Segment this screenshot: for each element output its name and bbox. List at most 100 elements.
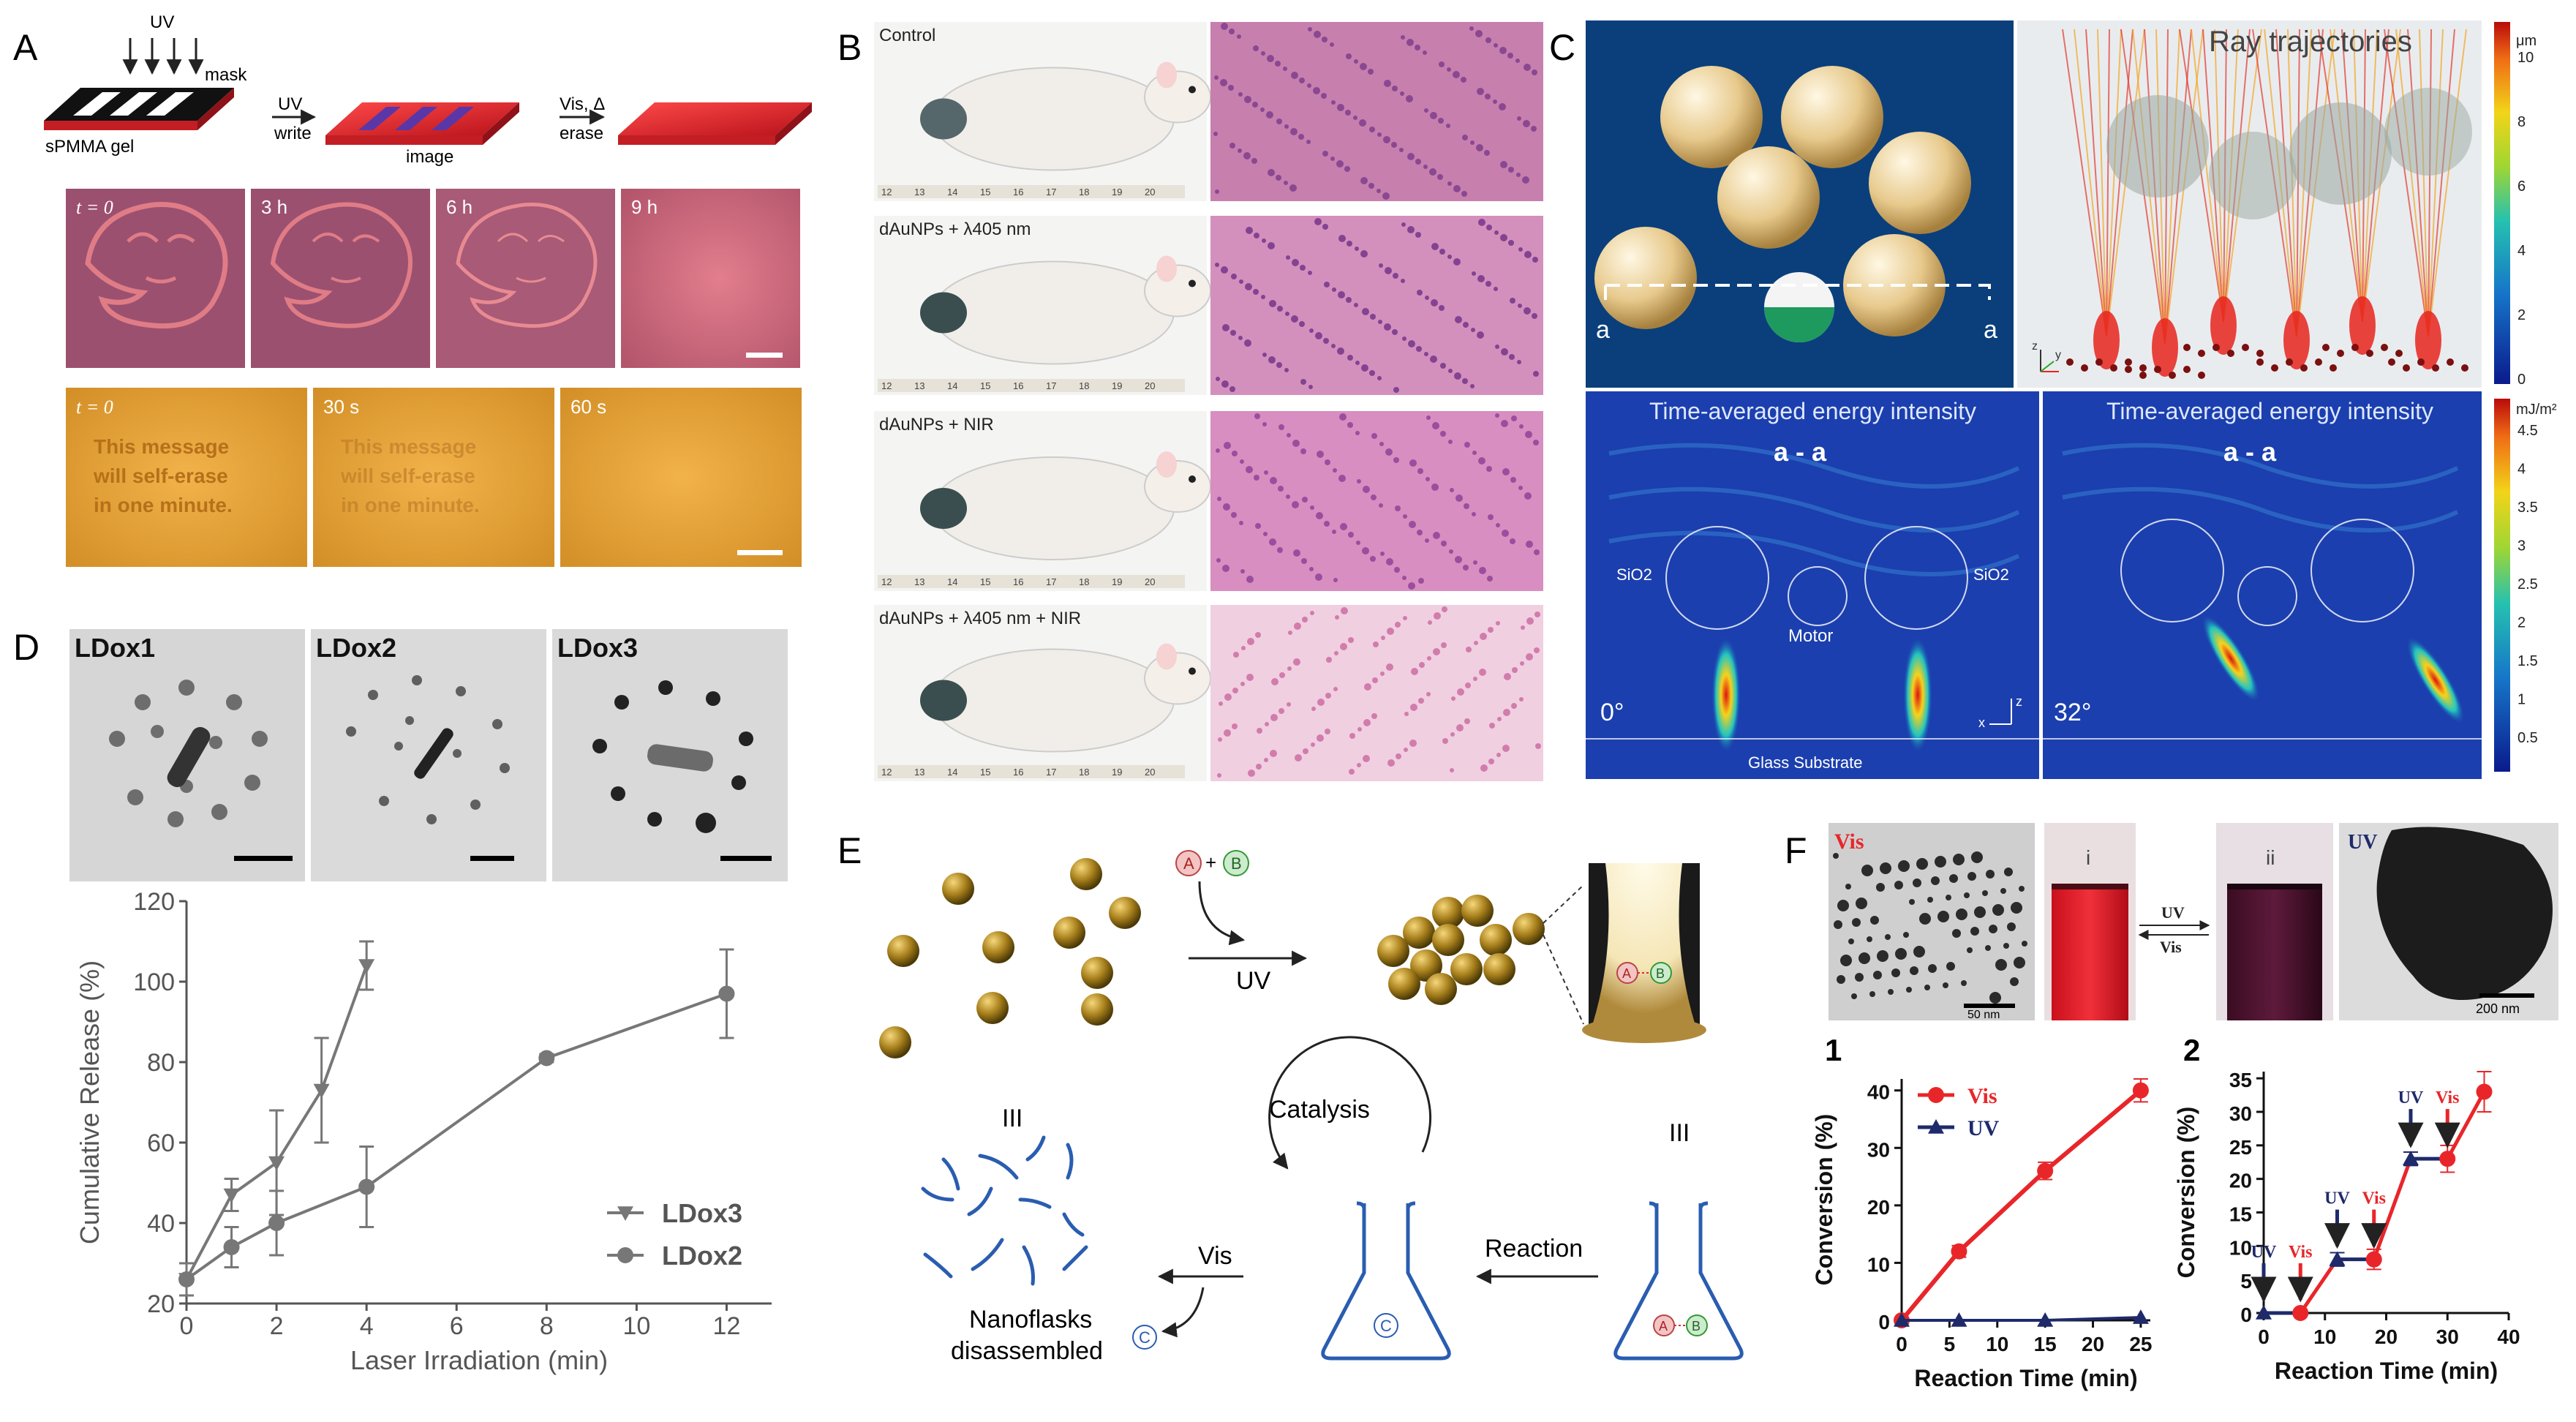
ray-impact-dot <box>2447 358 2454 366</box>
cell-nucleus <box>1526 653 1533 661</box>
cell-nucleus <box>1287 433 1291 437</box>
scale-bar <box>737 550 783 555</box>
image-label: image <box>406 147 453 167</box>
ruler-tick: 16 <box>1013 187 1023 198</box>
cell-nucleus <box>1519 697 1524 701</box>
nanoparticle <box>1964 892 1970 898</box>
cell-nucleus <box>1314 218 1322 225</box>
ray-impact-dot <box>2139 364 2147 372</box>
nanoparticle <box>2000 888 2006 894</box>
ruler-tick: 20 <box>1145 380 1155 391</box>
ray-impact-dot <box>2256 358 2264 366</box>
section-label: a <box>1984 316 1997 344</box>
cell-nucleus <box>1415 45 1420 50</box>
cell-nucleus <box>1450 488 1454 492</box>
colorbar-tick: 4 <box>2517 462 2526 478</box>
ruler-tick: 15 <box>980 576 990 587</box>
cell-nucleus <box>1499 103 1506 110</box>
legend: LDox3 LDox2 <box>607 1198 742 1271</box>
ray-impact-dot <box>2125 358 2132 366</box>
cell-nucleus <box>1400 91 1404 96</box>
cell-nucleus <box>1512 667 1518 673</box>
cell-nucleus <box>1360 63 1367 70</box>
cell-nucleus <box>1417 290 1423 296</box>
tem-label: LDox3 <box>557 633 638 663</box>
cell-nucleus <box>1340 523 1347 530</box>
cell-nucleus <box>1337 347 1344 355</box>
data-point <box>268 1215 285 1231</box>
cell-nucleus <box>1340 643 1347 650</box>
nanoparticle <box>1833 853 1839 859</box>
cell-nucleus <box>1336 160 1344 168</box>
cell-nucleus <box>1430 112 1437 119</box>
cell-nucleus <box>1439 249 1445 255</box>
panel-label-d: D <box>13 627 39 668</box>
cell-nucleus <box>1322 37 1327 42</box>
cell-nucleus <box>1476 144 1483 151</box>
ruler-tick: 12 <box>881 380 892 391</box>
cell-nucleus <box>1232 451 1238 456</box>
cell-nucleus <box>1240 682 1245 686</box>
cell-nucleus <box>1524 492 1532 500</box>
cell-nucleus <box>1311 707 1316 711</box>
ruler-tick: 13 <box>914 187 924 198</box>
ruler-tick: 20 <box>1145 576 1155 587</box>
reactant-letter: A <box>1622 966 1631 981</box>
y-tick-label: 15 <box>2229 1203 2252 1226</box>
cell-nucleus <box>1385 267 1392 274</box>
cell-nucleus <box>1508 240 1514 246</box>
cell-nucleus <box>1392 329 1398 335</box>
cell-nucleus <box>1428 620 1432 625</box>
cell-nucleus <box>1518 486 1523 490</box>
nanoparticle <box>1867 936 1872 942</box>
cell-nucleus <box>1409 459 1417 467</box>
cell-nucleus <box>1240 569 1245 573</box>
ray <box>2097 29 2107 337</box>
axis-letter: x <box>1978 715 1985 730</box>
cell-nucleus <box>1433 532 1440 539</box>
ray-impact-dot <box>2271 364 2278 372</box>
cell-nucleus <box>1270 714 1278 721</box>
cell-nucleus <box>1510 538 1515 544</box>
cell-nucleus <box>1401 222 1406 227</box>
cell-nucleus <box>1391 142 1397 148</box>
cell-nucleus <box>1217 497 1221 501</box>
series-line <box>1902 1316 2141 1322</box>
cell-nucleus <box>1369 370 1375 376</box>
energy-map-left: Time-averaged energy intensity a - a SiO… <box>1586 391 2039 779</box>
cell-nucleus <box>1363 719 1371 726</box>
cell-nucleus <box>1322 224 1328 230</box>
cell-nucleus <box>1224 693 1232 701</box>
cell-nucleus <box>1246 576 1254 583</box>
cell-nucleus <box>1534 549 1540 555</box>
cell-nucleus <box>1447 255 1452 259</box>
colorbar-tick: 2 <box>2517 615 2526 631</box>
nanoparticle <box>1946 895 1951 900</box>
cell-nucleus <box>1370 556 1376 562</box>
cell-nucleus <box>1379 442 1384 446</box>
cell-nucleus <box>1386 663 1393 671</box>
data-point <box>1928 1119 1944 1134</box>
cell-nucleus <box>1248 770 1255 777</box>
uv-label-top: UV <box>150 12 174 32</box>
sio2-label: SiO2 <box>1616 565 1652 584</box>
nanoparticle <box>1898 860 1910 872</box>
cell-nucleus <box>1525 431 1532 438</box>
colorbar-tick: 1.5 <box>2517 653 2538 669</box>
nanoparticle <box>1935 856 1946 868</box>
cell-nucleus <box>1418 698 1424 704</box>
time-label: 9 h <box>631 196 658 218</box>
cell-nucleus <box>1286 255 1290 260</box>
nanoflask-cavity-inset: A B <box>1582 863 1706 1043</box>
cell-nucleus <box>1299 78 1305 83</box>
axis-letter: y <box>2055 349 2061 361</box>
cell-nucleus <box>1345 110 1351 116</box>
annotation-label: UV <box>2324 1189 2350 1208</box>
cell-nucleus <box>1486 466 1492 472</box>
time-label: t = 0 <box>76 396 113 418</box>
cell-nucleus <box>1408 582 1415 590</box>
cell-nucleus <box>1470 140 1475 145</box>
cell-nucleus <box>1326 657 1332 663</box>
ray-impact-dot <box>2461 364 2468 372</box>
